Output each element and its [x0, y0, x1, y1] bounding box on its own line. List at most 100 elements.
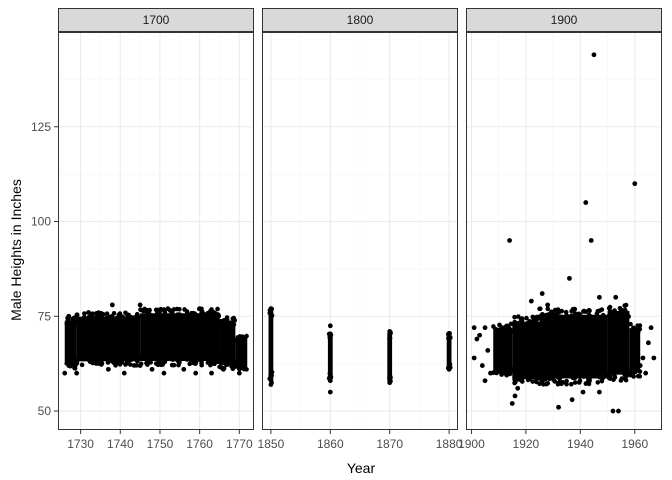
point	[96, 359, 101, 365]
y-tick-label: 100	[31, 215, 51, 229]
point	[528, 298, 534, 304]
point	[611, 377, 616, 383]
point	[189, 310, 194, 316]
point	[576, 380, 582, 385]
point	[479, 363, 485, 368]
point	[231, 322, 237, 327]
point	[82, 311, 87, 316]
point-band	[64, 320, 77, 366]
point	[231, 358, 237, 364]
point	[387, 329, 393, 334]
point	[502, 370, 508, 376]
point	[645, 340, 651, 346]
point	[121, 370, 127, 376]
point	[219, 361, 224, 366]
point	[212, 361, 217, 367]
point	[79, 318, 85, 323]
point	[96, 313, 101, 319]
point	[147, 354, 152, 359]
point	[525, 377, 531, 383]
point	[197, 306, 203, 312]
point	[228, 325, 234, 331]
point	[516, 314, 521, 319]
point	[594, 370, 600, 376]
point	[581, 309, 586, 314]
point	[137, 363, 143, 368]
point	[493, 327, 498, 332]
point	[519, 379, 525, 384]
point	[591, 52, 597, 58]
point	[90, 316, 96, 322]
point	[137, 302, 143, 308]
panel-border	[58, 32, 254, 430]
point	[530, 379, 535, 384]
point	[608, 309, 614, 315]
point	[86, 310, 91, 315]
point	[123, 362, 128, 367]
point-band	[446, 333, 452, 370]
x-tick-label: 1740	[107, 437, 134, 451]
point	[104, 355, 110, 361]
point	[90, 360, 96, 366]
facet-strip	[262, 8, 458, 32]
point	[231, 315, 237, 321]
point	[547, 311, 552, 317]
point	[530, 371, 535, 377]
point	[244, 333, 249, 339]
point	[134, 358, 140, 364]
point	[233, 364, 239, 369]
point	[596, 389, 602, 395]
point	[637, 369, 643, 374]
point	[170, 357, 176, 362]
point	[196, 357, 202, 362]
point	[155, 361, 160, 366]
x-tick-label: 1860	[317, 437, 344, 451]
point	[613, 294, 619, 300]
point	[508, 366, 514, 372]
point	[567, 275, 572, 281]
point	[171, 362, 177, 368]
point	[599, 378, 605, 384]
point	[217, 364, 222, 370]
point	[588, 238, 594, 243]
point	[237, 335, 243, 340]
point	[497, 322, 502, 328]
point	[617, 306, 623, 311]
y-tick-label: 75	[38, 309, 52, 323]
point	[551, 377, 556, 383]
point	[519, 373, 525, 378]
point	[233, 338, 239, 343]
point	[625, 311, 630, 317]
point	[620, 313, 626, 319]
point	[564, 378, 569, 384]
point	[499, 372, 504, 377]
point	[556, 310, 562, 315]
point	[126, 354, 132, 360]
point	[236, 370, 242, 376]
point	[545, 380, 551, 386]
point	[171, 307, 177, 312]
point	[209, 370, 214, 376]
point	[637, 363, 643, 368]
point	[530, 320, 535, 326]
point	[622, 372, 627, 377]
point	[72, 365, 77, 371]
facet-strip	[466, 8, 662, 32]
point	[569, 397, 575, 403]
point	[82, 356, 87, 362]
point	[96, 318, 102, 324]
point	[508, 321, 514, 327]
point	[111, 360, 117, 366]
point	[512, 314, 517, 320]
facet-strip-label: 1900	[551, 13, 578, 27]
point	[576, 370, 582, 376]
point	[105, 314, 111, 319]
y-tick-label: 50	[38, 404, 52, 418]
x-tick-label: 1730	[67, 437, 94, 451]
point	[618, 309, 624, 315]
point	[205, 310, 211, 316]
point	[199, 360, 204, 366]
point	[576, 311, 582, 317]
point	[148, 313, 154, 319]
facet-panel-1900: 1900 1900 1920 1940 1960	[458, 8, 663, 451]
